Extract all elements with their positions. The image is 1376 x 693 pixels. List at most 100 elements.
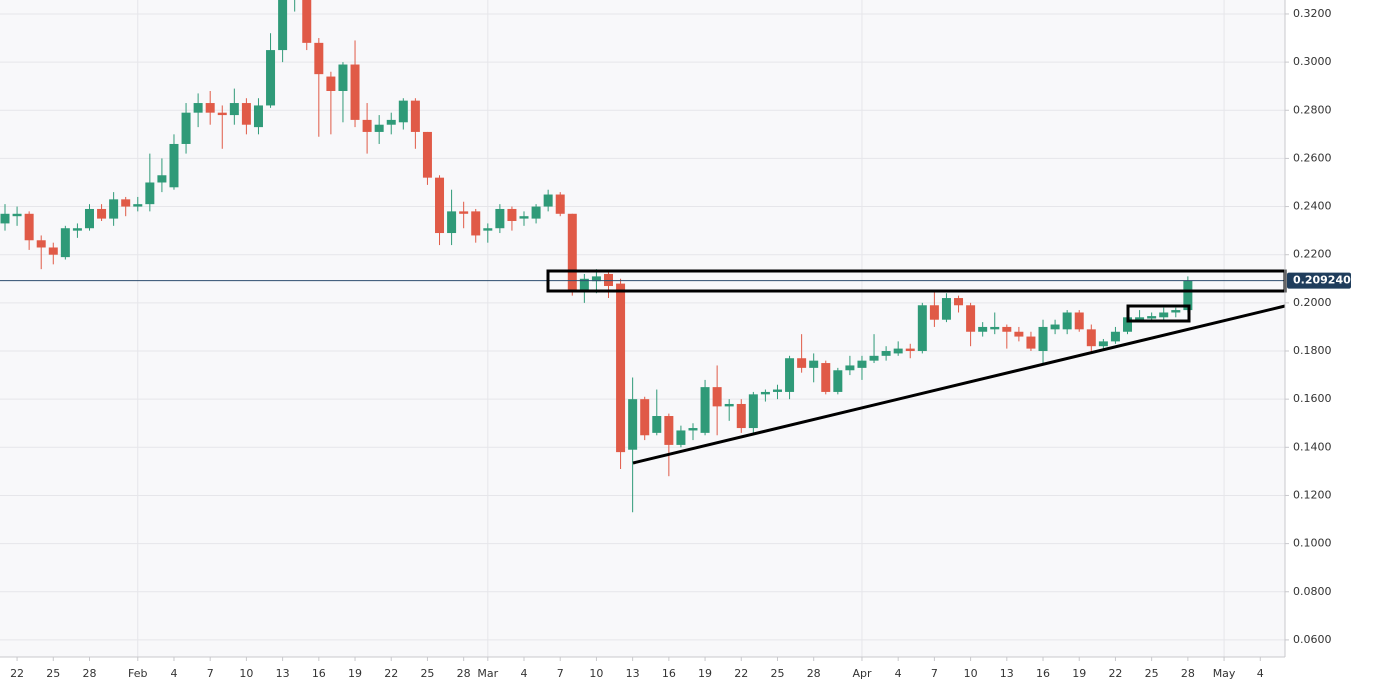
x-tick-label: 28	[807, 667, 821, 680]
candle-body	[869, 355, 879, 361]
candle-body	[398, 100, 408, 123]
candle-body	[652, 416, 662, 433]
candle-body	[495, 208, 505, 229]
x-tick-label: 4	[170, 667, 177, 680]
x-tick-label: 19	[348, 667, 362, 680]
candle-body	[84, 208, 94, 229]
candle-body	[555, 194, 565, 214]
candle-body	[350, 64, 360, 120]
candle-body	[990, 326, 1000, 330]
candle-body	[181, 112, 191, 144]
y-tick-label: 0.2000	[1293, 296, 1332, 309]
candle-body	[1183, 280, 1193, 311]
candle-body	[314, 42, 324, 75]
y-tick-label: 0.1400	[1293, 440, 1332, 453]
candle-body	[1098, 341, 1108, 347]
candle-body	[954, 298, 964, 306]
candle-body	[386, 119, 396, 125]
candle-body	[1026, 336, 1036, 349]
x-tick-label: 19	[698, 667, 712, 680]
y-tick-label: 0.1200	[1293, 488, 1332, 501]
candle-body	[676, 430, 686, 445]
candle-body	[1159, 312, 1169, 318]
candle-body	[24, 213, 34, 241]
candle-body	[1002, 326, 1012, 332]
candle-body	[109, 199, 119, 219]
candle-body	[881, 351, 891, 356]
candle-body	[519, 216, 529, 219]
x-tick-label: Apr	[852, 667, 872, 680]
candle-body	[966, 305, 976, 332]
candle-body	[1014, 331, 1024, 337]
candle-body	[1038, 326, 1048, 352]
candle-body	[688, 428, 698, 431]
price-label: 0.209240	[1293, 274, 1351, 287]
candle-body	[48, 247, 58, 255]
x-tick-label: 19	[1072, 667, 1086, 680]
candle-body	[1050, 324, 1060, 330]
candle-body	[857, 360, 867, 368]
candle-body	[447, 211, 457, 234]
x-tick-label: 28	[457, 667, 471, 680]
y-tick-label: 0.2800	[1293, 103, 1332, 116]
candle-body	[362, 119, 372, 132]
x-tick-label: 16	[662, 667, 676, 680]
candle-body	[229, 103, 239, 116]
y-tick-label: 0.2600	[1293, 151, 1332, 164]
candle-layer	[0, 0, 1285, 513]
y-tick-label: 0.2400	[1293, 200, 1332, 213]
x-tick-label: 10	[964, 667, 978, 680]
candle-body	[941, 298, 951, 320]
x-tick-label: 22	[1108, 667, 1122, 680]
candle-body	[809, 360, 819, 368]
candle-body	[435, 177, 445, 234]
candle-body	[205, 103, 215, 113]
candle-body	[169, 143, 179, 188]
candle-body	[821, 363, 831, 392]
candle-body	[543, 194, 553, 207]
y-tick-label: 0.1600	[1293, 392, 1332, 405]
candle-body	[338, 64, 348, 92]
candle-body	[917, 305, 927, 352]
candle-body	[97, 208, 107, 219]
x-tick-label: 28	[1181, 667, 1195, 680]
candle-body	[567, 213, 577, 291]
candle-body	[845, 365, 855, 371]
candle-body	[1171, 310, 1181, 313]
y-tick-label: 0.0800	[1293, 585, 1332, 598]
candle-body	[1062, 312, 1072, 330]
x-tick-label: 4	[1257, 667, 1264, 680]
candle-body	[410, 100, 420, 132]
candle-body	[459, 211, 469, 214]
candle-body	[616, 283, 626, 453]
candle-body	[736, 403, 746, 429]
x-tick-label: 22	[734, 667, 748, 680]
candle-body	[531, 206, 541, 219]
candle-body	[785, 358, 795, 392]
candle-body	[217, 112, 227, 116]
candle-body	[193, 103, 203, 113]
x-tick-label: 16	[312, 667, 326, 680]
candle-body	[60, 228, 70, 258]
candle-body	[929, 305, 939, 320]
y-tick-label: 0.0600	[1293, 633, 1332, 646]
candle-body	[1135, 317, 1145, 320]
consolidation-box	[1126, 304, 1191, 323]
x-tick-label: 13	[626, 667, 640, 680]
candle-body	[483, 228, 493, 231]
candle-body	[36, 240, 46, 248]
candle-body	[145, 182, 155, 205]
candle-body	[133, 204, 143, 207]
x-tick-label: 22	[10, 667, 24, 680]
trend-line	[632, 304, 1286, 465]
candle-body	[0, 213, 10, 224]
candle-body	[712, 387, 722, 407]
x-tick-label: 10	[589, 667, 603, 680]
x-tick-label: 25	[1145, 667, 1159, 680]
x-tick-label: 16	[1036, 667, 1050, 680]
x-tick-label: Mar	[477, 667, 498, 680]
y-tick-label: 0.3200	[1293, 7, 1332, 20]
candle-body	[664, 416, 674, 445]
